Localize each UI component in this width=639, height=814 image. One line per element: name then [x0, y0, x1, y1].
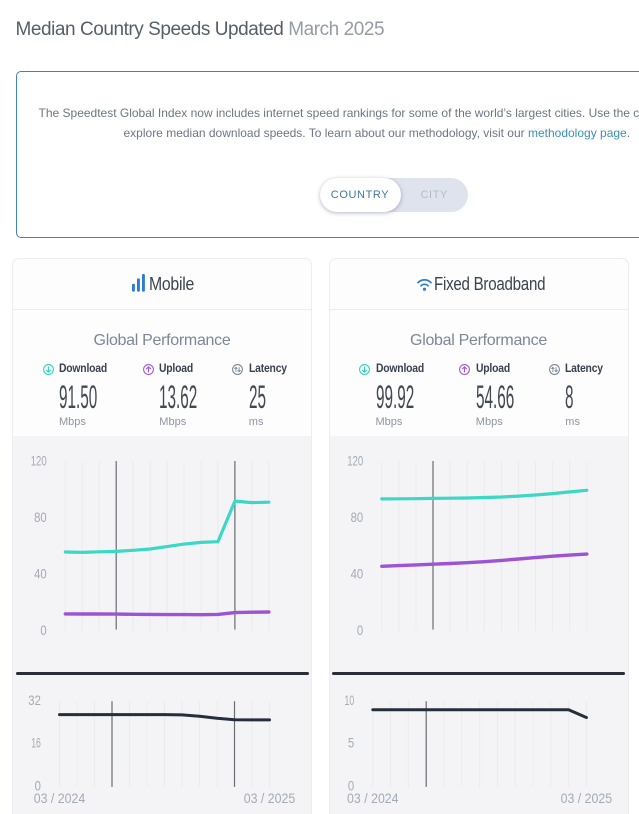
svg-text:10: 10: [344, 692, 354, 708]
svg-text:80: 80: [350, 509, 363, 525]
svg-text:0: 0: [35, 778, 41, 794]
svg-text:5: 5: [347, 735, 353, 751]
svg-text:40: 40: [34, 565, 47, 581]
svg-text:32: 32: [28, 692, 41, 708]
svg-text:0: 0: [356, 622, 362, 638]
svg-text:03 / 2025: 03 / 2025: [244, 790, 296, 806]
svg-text:03 / 2024: 03 / 2024: [347, 790, 399, 806]
svg-text:03 / 2024: 03 / 2024: [34, 790, 86, 806]
svg-text:16: 16: [31, 735, 41, 751]
svg-text:40: 40: [350, 565, 363, 581]
svg-text:120: 120: [31, 453, 47, 469]
svg-text:0: 0: [347, 778, 353, 794]
svg-text:120: 120: [347, 453, 363, 469]
svg-text:80: 80: [34, 509, 47, 525]
svg-text:0: 0: [40, 622, 46, 638]
svg-text:03 / 2025: 03 / 2025: [560, 790, 612, 806]
